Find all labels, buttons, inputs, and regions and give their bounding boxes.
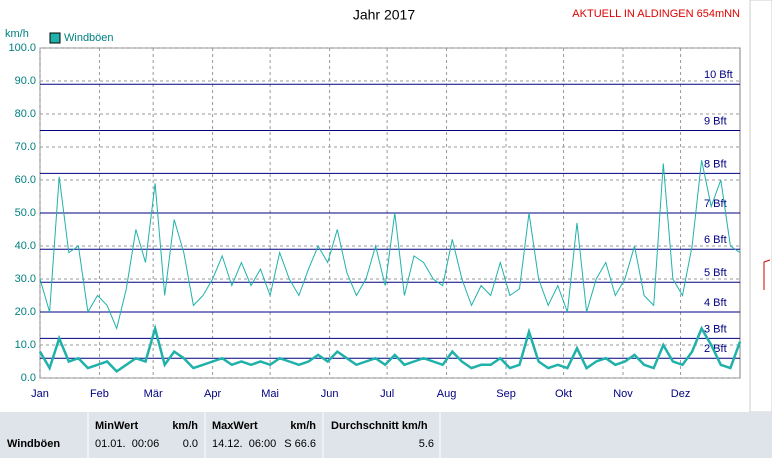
x-tick-label: Aug — [437, 388, 457, 400]
y-tick-label: 90.0 — [15, 75, 36, 87]
table-cell: S 66.6 — [284, 438, 316, 450]
table-cell: 01.01. 00:06 — [95, 438, 159, 450]
y-label: km/h — [5, 28, 29, 40]
y-tick-label: 50.0 — [15, 207, 36, 219]
y-tick-label: 10.0 — [15, 339, 36, 351]
y-tick-label: 70.0 — [15, 141, 36, 153]
x-tick-label: Mär — [144, 388, 163, 400]
series-line — [39, 160, 741, 331]
bft-label: 4 Bft — [704, 297, 727, 309]
table-header: km/h — [290, 420, 316, 432]
x-tick-label: Okt — [555, 388, 572, 400]
legend-swatch — [49, 32, 61, 44]
table-cell: Windböen — [7, 438, 60, 450]
side-panel — [749, 0, 772, 413]
y-tick-label: 80.0 — [15, 108, 36, 120]
y-tick-label: 30.0 — [15, 273, 36, 285]
y-tick-label: 20.0 — [15, 306, 36, 318]
y-tick-label: 40.0 — [15, 240, 36, 252]
x-tick-label: Apr — [204, 388, 221, 400]
table-header: MinWert — [95, 420, 139, 432]
y-tick-label: 100.0 — [8, 42, 36, 54]
annotation: AKTUELL IN ALDINGEN 654mNN — [572, 8, 740, 20]
table-cell: 14.12. 06:00 — [212, 438, 276, 450]
table-header: MaxWert — [212, 420, 258, 432]
bft-label: 5 Bft — [704, 267, 727, 279]
table-header: Durchschnitt km/h — [331, 420, 428, 432]
bft-label: 2 Bft — [704, 343, 727, 355]
x-tick-label: Feb — [90, 388, 109, 400]
table-cell: 5.6 — [419, 438, 434, 450]
bft-label: 10 Bft — [704, 69, 733, 81]
table-bg — [0, 412, 772, 458]
bft-label: 3 Bft — [704, 323, 727, 335]
bft-label: 9 Bft — [704, 115, 727, 127]
bft-label: 6 Bft — [704, 234, 727, 246]
x-tick-label: Jul — [380, 388, 394, 400]
y-tick-label: 60.0 — [15, 174, 36, 186]
x-tick-label: Jan — [31, 388, 49, 400]
x-tick-label: Mai — [261, 388, 279, 400]
x-tick-label: Dez — [671, 388, 691, 400]
side-mark — [763, 259, 771, 290]
x-tick-label: Sep — [496, 388, 516, 400]
y-tick-label: 0.0 — [21, 372, 36, 384]
bft-label: 8 Bft — [704, 158, 727, 170]
series-line — [38, 323, 742, 374]
chart-bg — [0, 0, 750, 412]
table-header: km/h — [172, 420, 198, 432]
x-tick-label: Nov — [613, 388, 633, 400]
x-tick-label: Jun — [321, 388, 339, 400]
stats-table: MinWert km/h MaxWert km/h Durchschnitt k… — [0, 412, 772, 458]
legend-label: Windböen — [64, 32, 114, 44]
chart-title: Jahr 2017 — [353, 7, 415, 23]
table-cell: 0.0 — [183, 438, 198, 450]
